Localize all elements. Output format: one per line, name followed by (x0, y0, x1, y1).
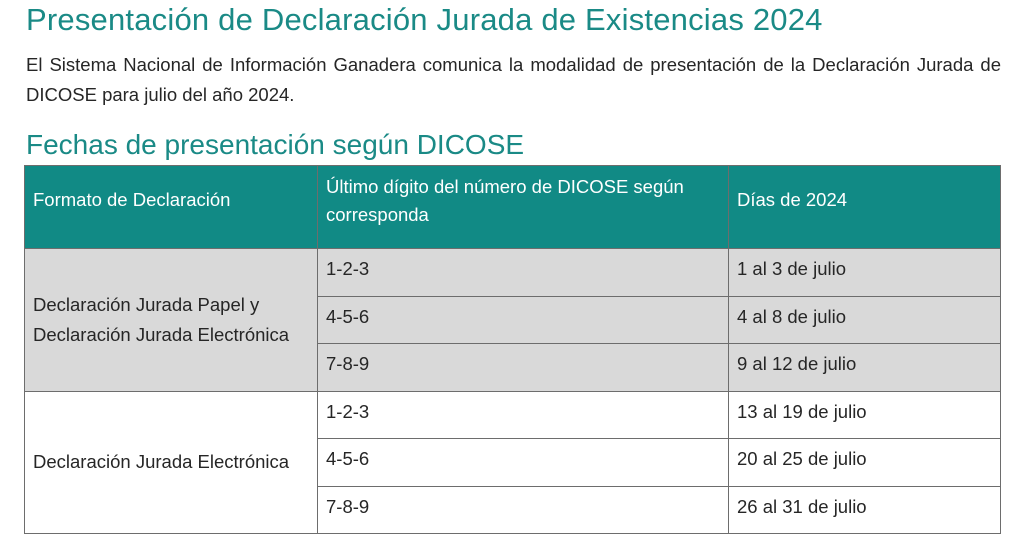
digits-cell: 7-8-9 (317, 343, 729, 392)
header-days: Días de 2024 (728, 165, 1001, 249)
days-cell: 13 al 19 de julio (728, 390, 1001, 439)
days-cell: 4 al 8 de julio (728, 295, 1001, 344)
table-row: 4-5-6 20 al 25 de julio (25, 438, 1001, 487)
header-format: Formato de Declaración (24, 165, 318, 249)
table-row: Declaración Jurada Papel y Declaración J… (24, 248, 1001, 392)
header-last-digit: Último dígito del número de DICOSE según… (317, 165, 729, 249)
days-cell: 1 al 3 de julio (728, 248, 1001, 297)
digits-cell: 4-5-6 (317, 438, 729, 487)
submission-dates-table: Formato de Declaración Último dígito del… (24, 165, 1001, 534)
digits-cell: 7-8-9 (317, 485, 729, 534)
table-row: Declaración Jurada Electrónica 1-2-3 13 … (24, 390, 1001, 534)
days-cell: 26 al 31 de julio (728, 485, 1001, 534)
digits-cell: 4-5-6 (317, 295, 729, 344)
intro-paragraph: El Sistema Nacional de Información Ganad… (26, 54, 1001, 105)
digits-cell: 1-2-3 (317, 248, 729, 297)
digits-cell: 1-2-3 (317, 390, 729, 439)
days-cell: 9 al 12 de julio (728, 343, 1001, 392)
section-title: Fechas de presentación según DICOSE (26, 129, 525, 160)
days-cell: 20 al 25 de julio (728, 438, 1001, 487)
table-row: 4-5-6 4 al 8 de julio (25, 295, 1001, 344)
format-cell: Declaración Jurada Papel y Declaración J… (24, 248, 318, 392)
table-header-row: Formato de Declaración Último dígito del… (24, 165, 1001, 249)
table-row: 7-8-9 26 al 31 de julio (25, 485, 1001, 534)
page-title: Presentación de Declaración Jurada de Ex… (26, 2, 823, 37)
format-cell: Declaración Jurada Electrónica (24, 390, 318, 534)
